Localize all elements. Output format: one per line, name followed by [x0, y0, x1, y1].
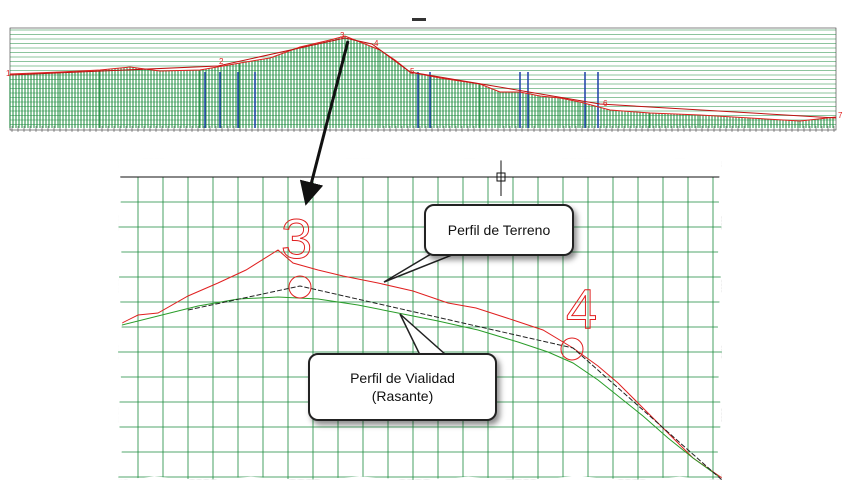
overview-vertex-label: 5 — [410, 67, 415, 76]
callout-terreno-text: Perfil de Terreno — [447, 222, 551, 238]
overview-title-mark — [412, 18, 426, 21]
callout-vialidad-text-1: Perfil de Vialidad — [350, 370, 455, 386]
vertex-label-4: 4 — [566, 277, 597, 340]
callout-perfil-vialidad: Perfil de Vialidad (Rasante) — [308, 353, 497, 421]
overview-vertex-label: 2 — [219, 57, 224, 66]
profile-overview: 1 2 3 4 5 6 7 — [6, 18, 843, 132]
overview-vertex-label: 6 — [603, 99, 608, 108]
detail-terrain-line — [118, 249, 722, 479]
overview-vertex-labels: 1 2 3 4 5 6 7 — [6, 31, 843, 120]
overview-vertex-label: 3 — [340, 31, 345, 40]
vertex-circle-4 — [560, 337, 584, 361]
callout-vialidad-text-2: (Rasante) — [371, 388, 434, 404]
overview-vertex-label: 7 — [838, 111, 843, 120]
crosshair-cursor-icon — [463, 158, 532, 196]
vertex-label-3: 3 — [281, 207, 312, 270]
detail-drawing: 3 4 — [118, 158, 722, 480]
profile-detail-panel: 3 4 — [118, 158, 722, 480]
overview-vertex-label: 1 — [6, 69, 11, 78]
overview-road-line — [9, 37, 837, 119]
callout-perfil-terreno: Perfil de Terreno — [424, 204, 574, 256]
vertex-circle-3 — [288, 275, 312, 299]
overview-vertex-label: 4 — [374, 39, 379, 48]
detail-grid — [118, 177, 722, 480]
